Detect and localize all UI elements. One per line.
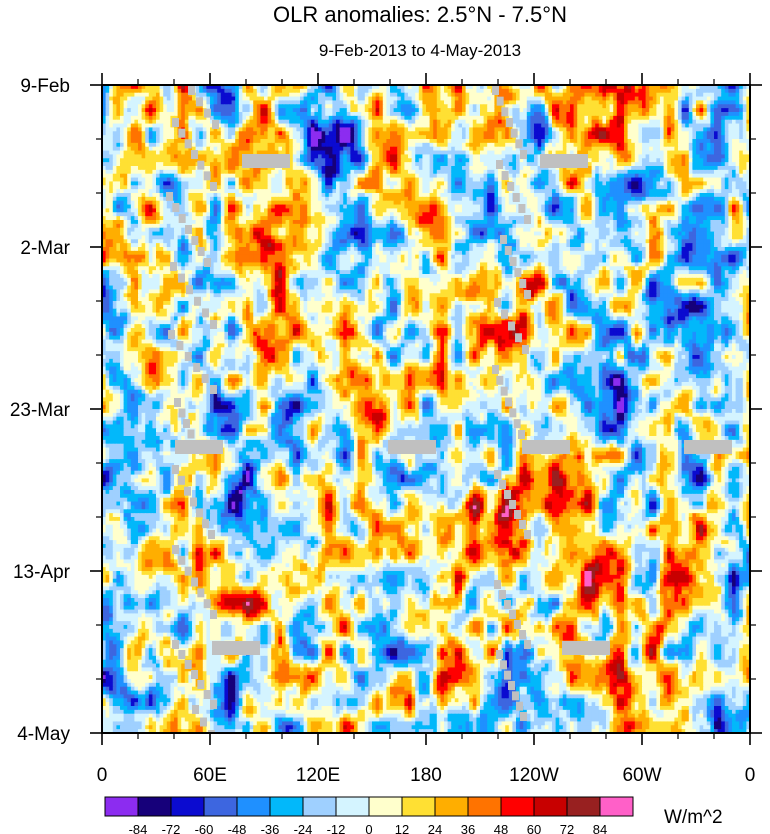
colorbar-swatch: [170, 796, 205, 817]
colorbar-tick-label: 12: [395, 822, 409, 834]
colorbar-swatch: [335, 796, 370, 817]
colorbar-swatch: [599, 796, 634, 817]
y-tick-label: 13-Apr: [13, 562, 71, 583]
colorbar-swatch: [269, 796, 304, 817]
colorbar-swatch: [566, 796, 601, 817]
colorbar-swatch: [137, 796, 172, 817]
x-tick-label: 0: [745, 765, 756, 786]
axes: 0 60E 120E 180 120W 60W 0 9-Feb 2-Mar 23-Mar 13-Ap…: [10, 73, 762, 786]
chart-title: OLR anomalies: 2.5°N - 7.5°N: [273, 2, 567, 27]
x-tick-label: 0: [97, 765, 108, 786]
colorbar-swatch: [236, 796, 271, 817]
colorbar-tick-label: -84: [129, 822, 148, 834]
colorbar-swatch: [401, 796, 436, 817]
colorbar-tick-label: 36: [461, 822, 475, 834]
colorbar-tick-label: 48: [494, 822, 508, 834]
colorbar-tick-label: -36: [261, 822, 280, 834]
colorbar-tick-label: -48: [228, 822, 247, 834]
colorbar-swatch: [368, 796, 403, 817]
x-tick-label: 60W: [622, 765, 661, 786]
colorbar-swatch: [203, 796, 238, 817]
y-tick-label: 23-Mar: [10, 400, 71, 421]
x-tick-label: 180: [410, 765, 442, 786]
y-tick-label: 9-Feb: [20, 76, 70, 97]
x-tick-label: 120E: [296, 765, 340, 786]
y-tick-label: 4-May: [17, 724, 70, 745]
colorbar-tick-label: -24: [294, 822, 313, 834]
colorbar-swatch: [302, 796, 337, 817]
colorbar-swatch: [104, 796, 139, 817]
chart-subtitle: 9-Feb-2013 to 4-May-2013: [319, 41, 521, 60]
colorbar-swatch: [467, 796, 502, 817]
colorbar-swatch: [434, 796, 469, 817]
x-tick-label: 60E: [193, 765, 227, 786]
colorbar-tick-label: 0: [365, 822, 372, 834]
colorbar-tick-label: 24: [428, 822, 442, 834]
colorbar-tick-label: 60: [527, 822, 541, 834]
colorbar-swatch: [500, 796, 535, 817]
colorbar-swatch: [533, 796, 568, 817]
colorbar-tick-label: -60: [195, 822, 214, 834]
colorbar-tick-label: -12: [327, 822, 346, 834]
olr-anomaly-field: [102, 85, 750, 733]
y-tick-label: 2-Mar: [20, 238, 70, 259]
colorbar: -84 -72 -60 -48 -36 -24 -12 0 12 24 36 48 60 72 84: [104, 796, 634, 834]
missing-data-overlay: [166, 86, 732, 733]
colorbar-tick-label: -72: [162, 822, 181, 834]
colorbar-units-label: W/m^2: [664, 807, 723, 828]
x-tick-label: 120W: [509, 765, 559, 786]
colorbar-tick-label: 84: [593, 822, 607, 834]
colorbar-tick-label: 72: [560, 822, 574, 834]
